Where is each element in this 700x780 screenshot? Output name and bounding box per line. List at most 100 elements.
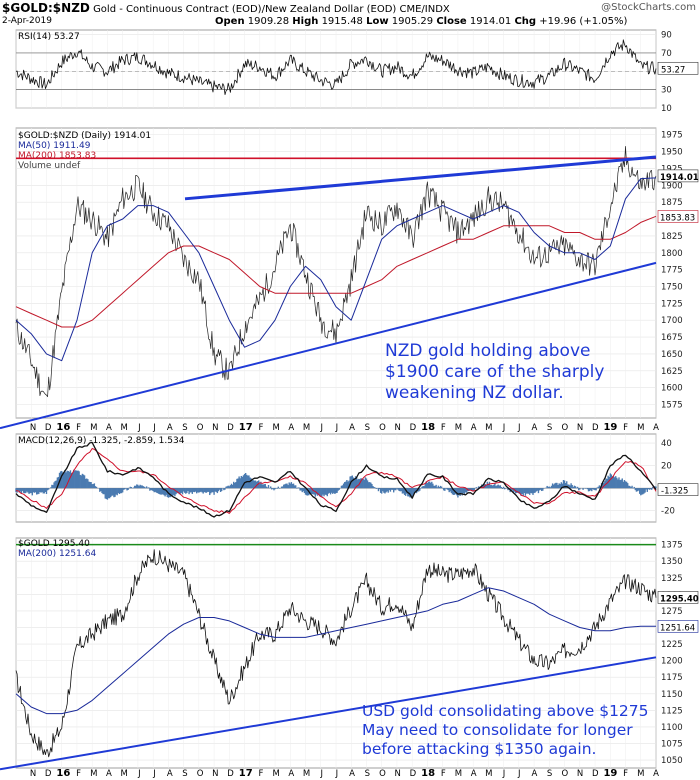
y-tick-label: 10	[661, 104, 672, 114]
x-tick-label: J	[502, 769, 506, 779]
y-tick-label: 1950	[661, 148, 683, 158]
x-tick-label: O	[379, 769, 386, 779]
y-tick-label: 1800	[661, 249, 683, 259]
rsi-title: RSI(14) 53.27	[18, 32, 80, 42]
macd-title: MACD(12,26,9) -1.325, -2.859, 1.534	[18, 436, 185, 446]
chart-title: $GOLD:$NZD Gold - Continuous Contract (E…	[2, 1, 450, 15]
last-price-label: 1914.01	[660, 173, 699, 183]
chg-value: +19.96 (+1.05%)	[539, 16, 628, 27]
x-tick-label: A	[532, 423, 538, 433]
rsi-last-label: 53.27	[661, 65, 685, 75]
x-tick-label: A	[106, 423, 112, 433]
x-tick-label: A	[167, 769, 173, 779]
symbol: $GOLD:$NZD	[2, 1, 90, 15]
chg-label: Chg	[514, 16, 537, 27]
ohlc-readout: Open 1909.28 High 1915.48 Low 1905.29 Cl…	[215, 16, 627, 27]
lower-trendline	[0, 261, 657, 430]
x-tick-label: O	[197, 769, 204, 779]
x-tick-label: J	[152, 769, 156, 779]
x-tick-label: J	[502, 423, 506, 433]
high-value: 1915.48	[321, 16, 363, 27]
high-label: High	[292, 16, 319, 27]
x-tick-label: F	[76, 769, 81, 779]
y-tick-label: 1575	[661, 401, 683, 411]
x-tick-label: A	[288, 423, 294, 433]
x-tick-label: M	[272, 423, 279, 433]
x-tick-label: D	[227, 769, 234, 779]
x-tick-label: F	[623, 769, 628, 779]
quote-date: 2-Apr-2019	[2, 16, 52, 26]
x-tick-label: D	[410, 769, 417, 779]
nzd-ma200-line	[15, 215, 657, 328]
y-tick-label: 70	[661, 49, 672, 59]
x-tick-label: A	[471, 769, 477, 779]
last-price-box	[657, 169, 699, 183]
x-tick-label: M	[120, 769, 127, 779]
y-tick-label: 1825	[661, 232, 683, 242]
x-tick-label: M	[637, 769, 644, 779]
x-tick-label: M	[90, 769, 97, 779]
usd-ma200-last-label: 1251.64	[660, 623, 695, 633]
legend-item: Volume undef	[18, 161, 81, 171]
x-tick-label: M	[90, 423, 97, 433]
x-tick-label: A	[349, 423, 355, 433]
annotation-line: USD gold consolidating above $1275	[362, 702, 649, 720]
x-tick-label: A	[532, 769, 538, 779]
y-tick-label: 1225	[661, 640, 683, 650]
x-tick-label: M	[637, 423, 644, 433]
y-tick-label: 40	[661, 439, 672, 449]
x-tick-label: 18	[421, 768, 435, 779]
x-tick-label: O	[379, 423, 386, 433]
x-tick-label: N	[395, 423, 401, 433]
x-tick-label: D	[45, 769, 52, 779]
y-tick-label: 1650	[661, 350, 683, 360]
x-tick-label: S	[547, 769, 552, 779]
macd-last-label: -1.325	[661, 487, 688, 497]
ma200-last-label: 1853.83	[660, 213, 695, 223]
y-tick-label: 1275	[661, 607, 683, 617]
legend-item: MA(50) 1911.49	[18, 141, 91, 151]
annotation-line: $1900 care of the sharply	[385, 362, 604, 382]
x-tick-label: N	[395, 769, 401, 779]
x-tick-label: 19	[603, 422, 617, 433]
y-tick-label: 1100	[661, 723, 683, 733]
chart-header: $GOLD:$NZD Gold - Continuous Contract (E…	[0, 0, 700, 30]
x-tick-label: J	[517, 423, 521, 433]
x-tick-label: N	[577, 423, 583, 433]
x-tick-label: 18	[421, 422, 435, 433]
x-tick-label: A	[106, 769, 112, 779]
low-label: Low	[366, 16, 389, 27]
x-tick-label: F	[258, 423, 263, 433]
nzd-ma50-line	[15, 177, 657, 362]
x-tick-label: F	[76, 423, 81, 433]
y-tick-label: 1600	[661, 384, 683, 394]
x-tick-label: N	[212, 769, 218, 779]
y-tick-label: 20	[661, 462, 672, 472]
x-tick-label: A	[349, 769, 355, 779]
annotation-line: May need to consolidate for longer	[362, 721, 633, 739]
rsi-series	[15, 39, 657, 95]
x-tick-label: 19	[603, 768, 617, 779]
y-tick-label: 1775	[661, 266, 683, 276]
x-tick-label: N	[30, 769, 36, 779]
x-tick-label: A	[653, 769, 659, 779]
x-tick-label: 17	[239, 422, 253, 433]
x-tick-label: D	[227, 423, 234, 433]
x-tick-label: M	[303, 769, 310, 779]
x-tick-label: J	[335, 769, 339, 779]
y-tick-label: -20	[661, 507, 675, 517]
x-tick-label: M	[455, 769, 462, 779]
y-tick-label: 1125	[661, 706, 683, 716]
y-tick-label: 1725	[661, 299, 683, 309]
x-tick-label: A	[471, 423, 477, 433]
close-label: Close	[436, 16, 467, 27]
watermark: @StockCharts.com	[601, 2, 696, 13]
x-tick-label: S	[182, 423, 187, 433]
open-label: Open	[215, 16, 245, 27]
annotation-line: before attacking $1350 again.	[362, 740, 596, 758]
y-tick-label: 30	[661, 86, 672, 96]
x-tick-label: D	[592, 769, 599, 779]
x-tick-label: S	[182, 769, 187, 779]
x-tick-label: A	[288, 769, 294, 779]
